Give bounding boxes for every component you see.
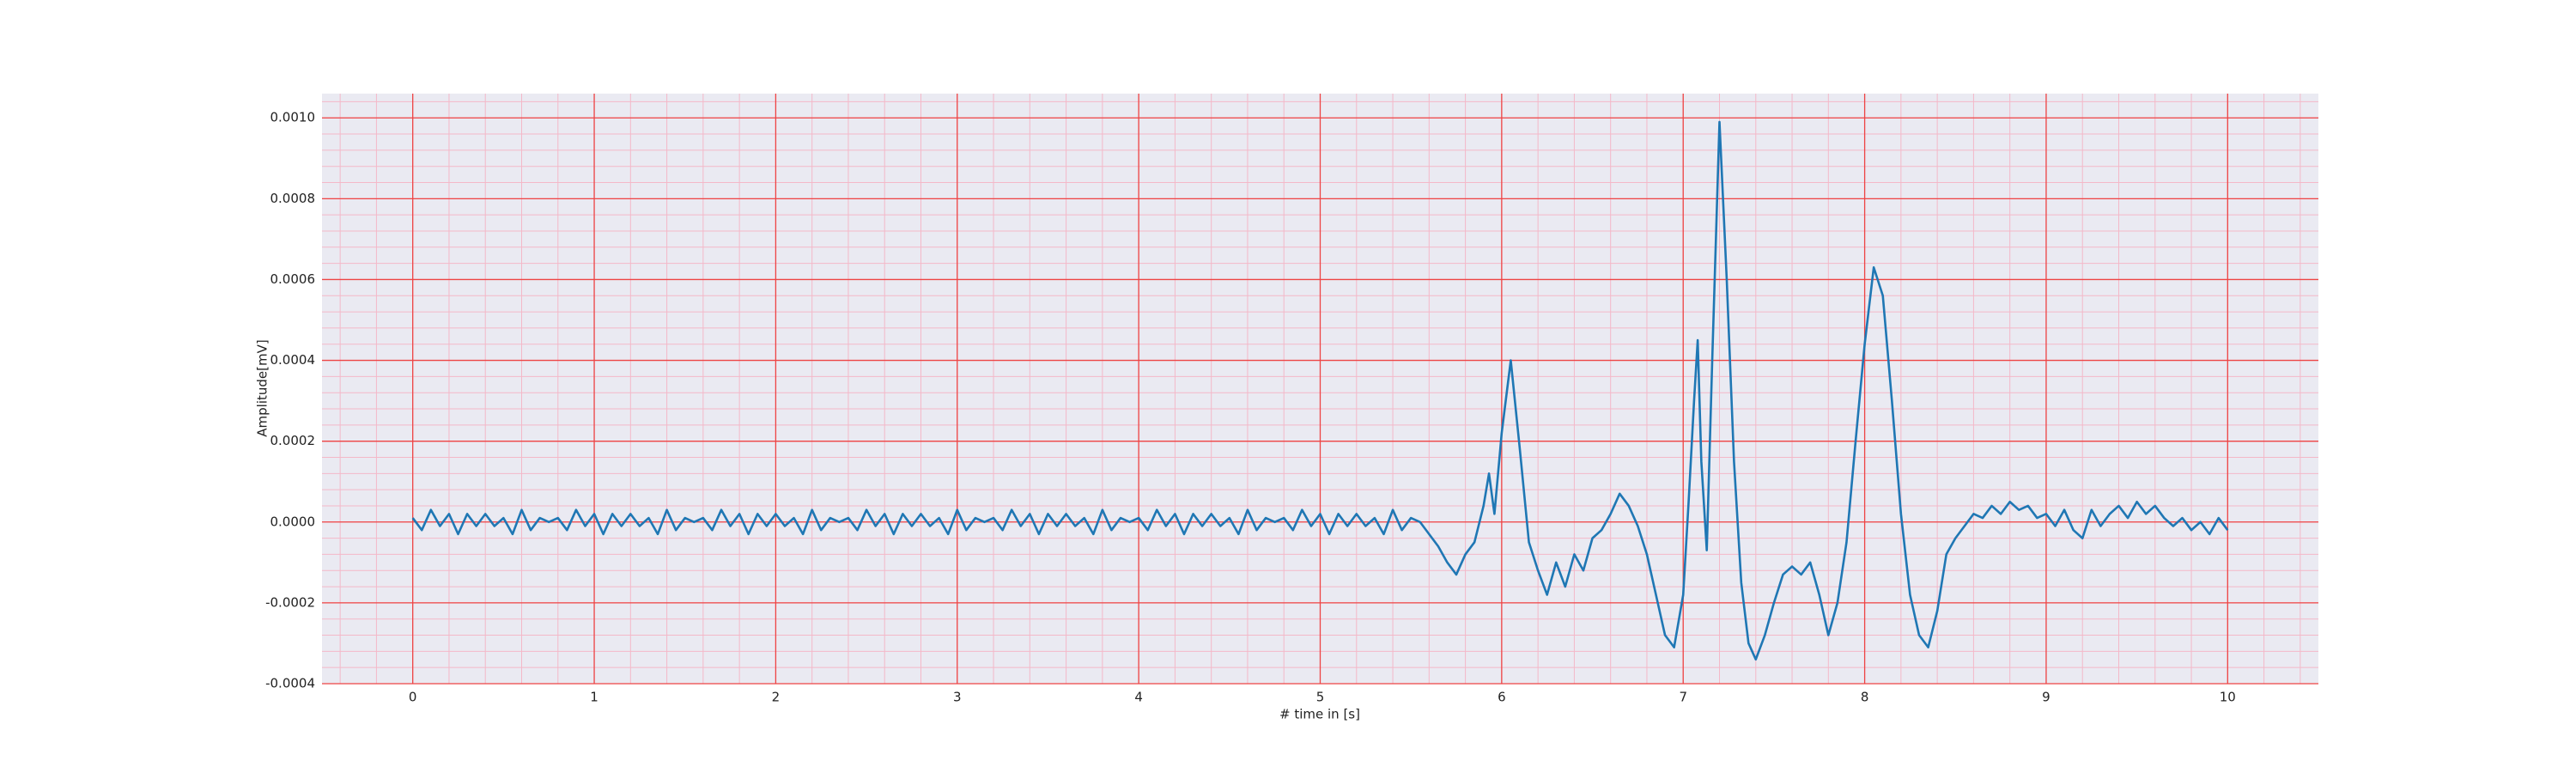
x-tick-label: 6 xyxy=(1498,690,1506,705)
line-series xyxy=(411,120,2229,661)
grid xyxy=(322,94,2318,685)
x-tick-label: 9 xyxy=(2042,690,2050,705)
y-tick-label: 0.0010 xyxy=(270,110,316,125)
x-tick-label: 4 xyxy=(1134,690,1143,705)
y-tick-label: -0.0002 xyxy=(265,594,315,610)
y-tick-label: 0.0008 xyxy=(270,191,316,206)
x-tick-label: 8 xyxy=(1861,690,1869,705)
x-tick-label: 2 xyxy=(772,690,781,705)
x-tick-label: 7 xyxy=(1679,690,1687,705)
y-tick-label: 0.0004 xyxy=(270,352,316,368)
y-axis-label: Amplitude[mV] xyxy=(255,339,270,436)
y-tick-label: 0.0002 xyxy=(270,433,316,448)
y-tick-label: 0.0006 xyxy=(270,271,316,287)
x-tick-label: 1 xyxy=(590,690,598,705)
x-tick-label: 0 xyxy=(409,690,417,705)
x-axis-label: # time in [s] xyxy=(1279,707,1360,722)
x-tick-label: 3 xyxy=(953,690,962,705)
y-tick-label: 0.0000 xyxy=(270,514,316,529)
y-tick-label: -0.0004 xyxy=(265,676,315,691)
x-tick-label: 5 xyxy=(1316,690,1325,705)
x-tick-label: 10 xyxy=(2220,690,2236,705)
